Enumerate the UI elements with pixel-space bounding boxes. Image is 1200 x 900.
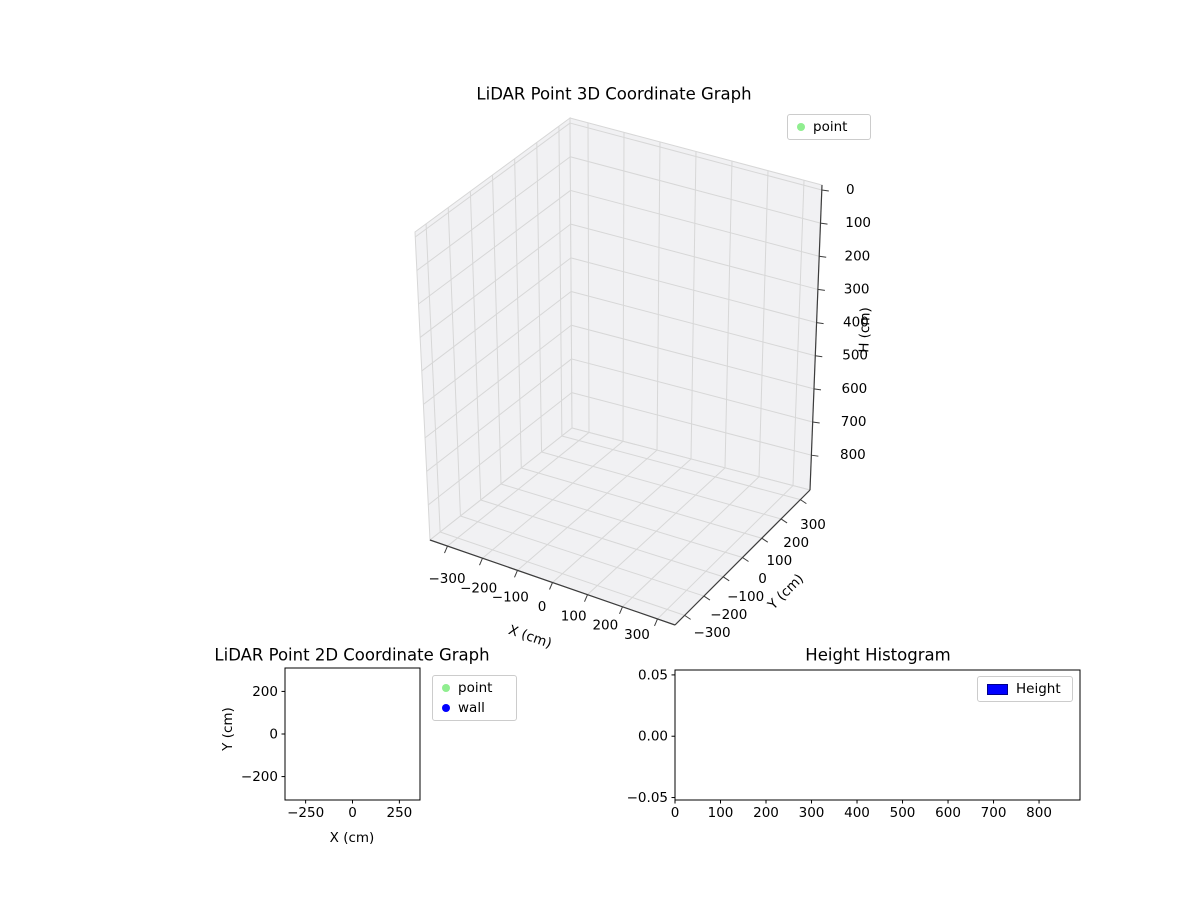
chart-3d-legend: point	[787, 114, 871, 140]
y-tick-label-3d: 300	[800, 517, 826, 533]
ticks-3d	[444, 189, 829, 627]
chart-2d-xlabel: X (cm)	[329, 830, 375, 846]
y-tick-label-3d: 200	[783, 535, 809, 551]
y-tick-label-3d: −100	[727, 589, 764, 605]
x-tick-label-3d: 300	[624, 627, 650, 643]
legend-label: point	[458, 680, 493, 696]
legend-label: wall	[458, 700, 485, 716]
y-tick-label-3d: −300	[693, 625, 730, 641]
legend-entry-point: point	[442, 680, 507, 696]
chart-2d: −250 0 250 −200 0 200	[241, 667, 421, 821]
z-tick-label-3d: 400	[843, 315, 869, 331]
z-tick-label-3d: 300	[844, 281, 870, 297]
chart-hist-x-tick-label: 600	[935, 805, 961, 821]
chart-hist-x-tick-label: 300	[799, 805, 825, 821]
chart-hist-y-tick-label: 0.05	[638, 667, 668, 683]
point-marker-icon	[442, 684, 450, 692]
chart-hist-x-tick-label: 500	[890, 805, 916, 821]
chart-hist-x-tick-label: 100	[708, 805, 734, 821]
chart-2d-y-tick-label: 200	[252, 684, 278, 700]
chart-3d-title: LiDAR Point 3D Coordinate Graph	[476, 84, 752, 104]
chart-hist-x-tick-label: 200	[753, 805, 779, 821]
chart-2d-x-tick-label: 250	[386, 805, 412, 821]
y-tick-label-3d: −200	[710, 607, 747, 623]
chart-hist-x-tick-label: 400	[844, 805, 870, 821]
chart-2d-x-tick-label: −250	[287, 805, 324, 821]
chart-2d-plot-area	[284, 667, 421, 801]
chart-hist-y-tick-label: −0.05	[627, 790, 668, 806]
x-tick-label-3d: −100	[492, 590, 529, 606]
chart-hist-x-tick-label: 0	[671, 805, 680, 821]
y-tick-label-3d: 100	[766, 553, 792, 569]
z-tick-label-3d: 200	[845, 248, 871, 264]
chart-2d-ylabel: Y (cm)	[220, 707, 236, 751]
chart-hist-y-tick-label: 0.00	[638, 729, 668, 745]
chart-3d-zlabel: H (cm)	[856, 306, 874, 354]
chart-hist-x-tick-label: 800	[1026, 805, 1052, 821]
chart-2d-title: LiDAR Point 2D Coordinate Graph	[214, 645, 490, 665]
z-tick-label-3d: 700	[841, 414, 867, 430]
x-tick-label-3d: −300	[428, 571, 465, 587]
chart-2d-x-tick-label: 0	[348, 805, 357, 821]
y-tick-label-3d: 0	[758, 571, 767, 587]
chart-2d-y-tick-label: −200	[241, 769, 278, 785]
z-tick-label-3d: 800	[840, 447, 866, 463]
z-tick-label-3d: 500	[842, 348, 868, 364]
chart-2d-y-tick-label: 0	[269, 727, 278, 743]
legend-entry-height: Height	[987, 681, 1063, 697]
histogram-legend: Height	[977, 676, 1073, 702]
height-patch-icon	[987, 683, 1008, 695]
legend-label: point	[813, 119, 848, 135]
wall-marker-icon	[442, 704, 450, 712]
x-tick-label-3d: −200	[460, 580, 497, 596]
grid-3d	[414, 122, 822, 620]
x-tick-label-3d: 100	[561, 608, 587, 624]
x-tick-label-3d: 200	[592, 618, 618, 634]
point-marker-icon	[797, 123, 805, 131]
z-tick-label-3d: 100	[845, 215, 871, 231]
histogram-title: Height Histogram	[805, 645, 951, 665]
z-tick-label-3d: 600	[842, 381, 868, 397]
chart-2d-legend: point wall	[432, 675, 517, 721]
legend-entry-point: point	[797, 119, 861, 135]
z-tick-label-3d: 0	[846, 182, 855, 198]
legend-label: Height	[1016, 681, 1061, 697]
legend-entry-wall: wall	[442, 700, 507, 716]
chart-hist-x-tick-label: 700	[981, 805, 1007, 821]
x-tick-label-3d: 0	[538, 599, 547, 615]
